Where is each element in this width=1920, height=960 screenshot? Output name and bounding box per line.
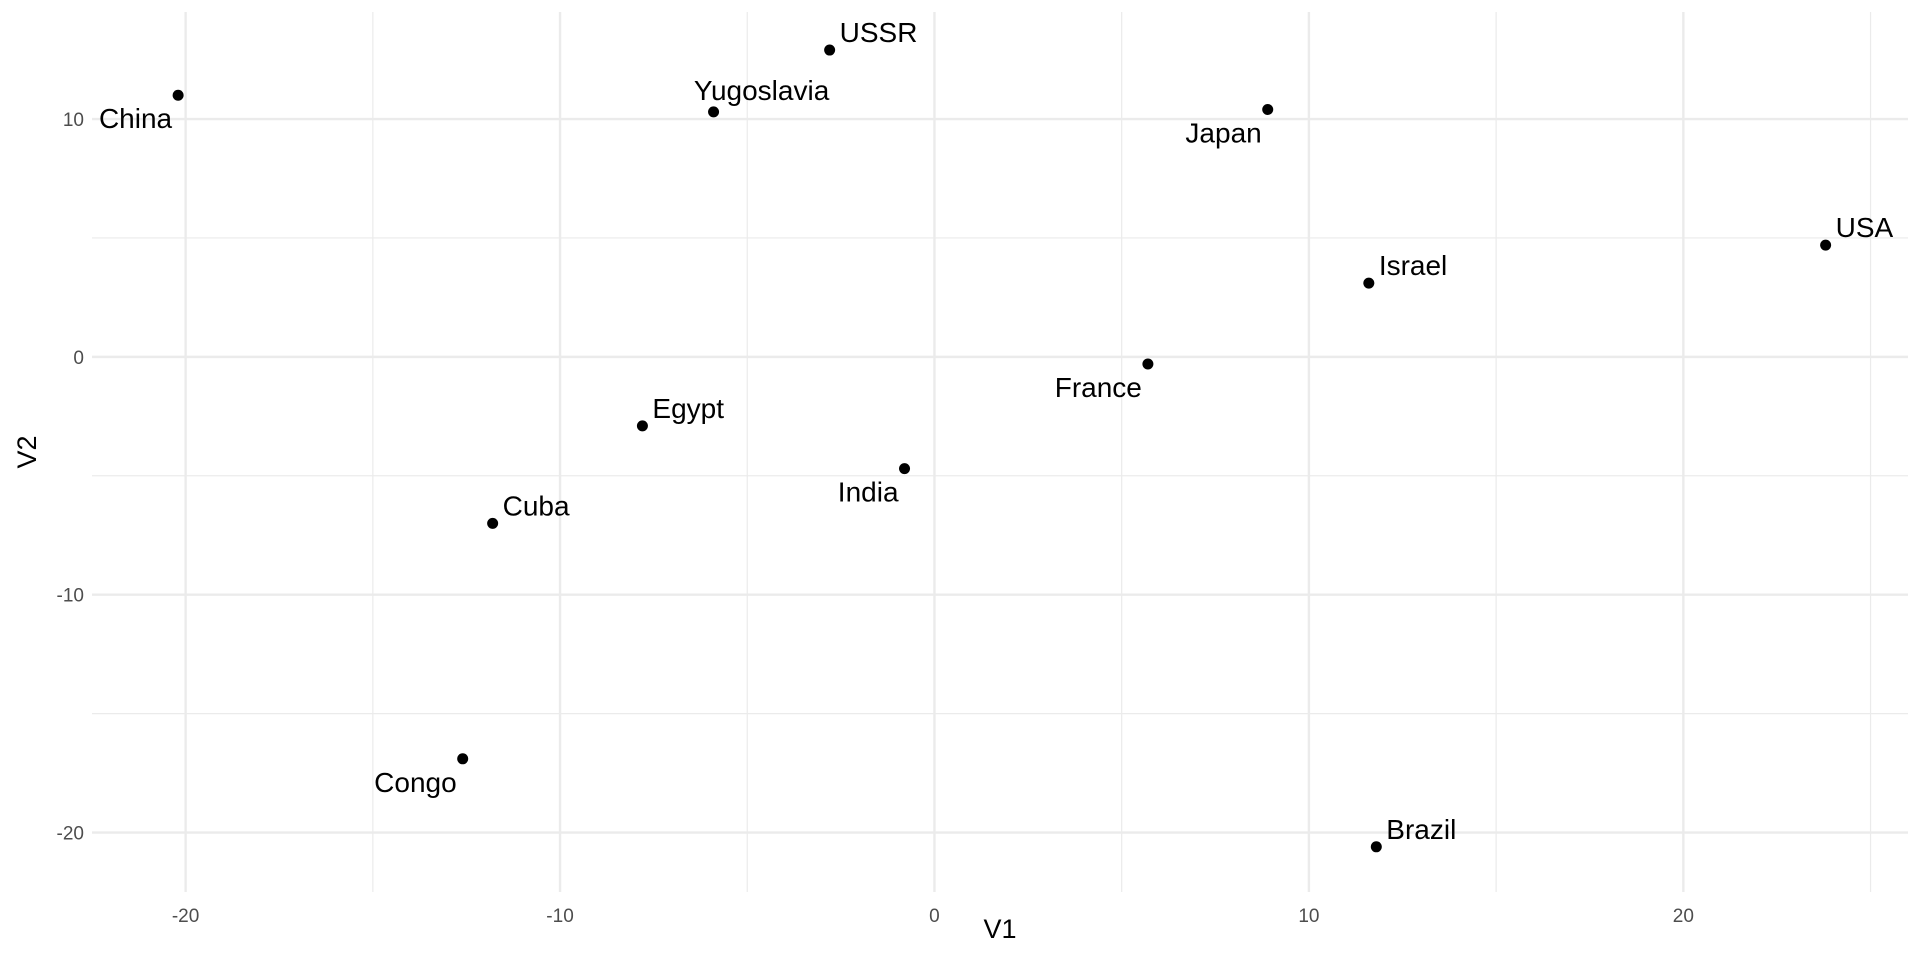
data-point xyxy=(1820,239,1832,251)
y-tick-label: -10 xyxy=(57,586,84,607)
minor-gridlines xyxy=(92,12,1908,892)
x-tick-label: -10 xyxy=(546,906,573,927)
data-point xyxy=(1370,841,1382,853)
point-label: Yugoslavia xyxy=(694,75,830,106)
data-point xyxy=(172,89,184,101)
point-label: Israel xyxy=(1379,250,1447,281)
data-point xyxy=(708,106,720,118)
y-tick-label: 10 xyxy=(63,110,84,131)
y-axis-title: V2 xyxy=(12,435,42,468)
data-point xyxy=(487,517,499,529)
y-tick-label: 0 xyxy=(73,348,84,369)
point-label: India xyxy=(838,477,899,508)
x-tick-label: 10 xyxy=(1298,906,1319,927)
data-point xyxy=(1262,104,1274,116)
x-tick-label: 20 xyxy=(1673,906,1694,927)
point-labels: China USSR Yugoslavia Japan USA Israel France E… xyxy=(99,17,1894,845)
data-point xyxy=(457,753,469,765)
point-label: USSR xyxy=(840,17,918,48)
data-point xyxy=(1363,277,1375,289)
point-label: Brazil xyxy=(1386,814,1456,845)
y-axis-tick-labels: -20 -10 0 10 xyxy=(57,110,84,845)
point-label: Egypt xyxy=(652,393,724,424)
x-axis-tick-labels: -20 -10 0 10 20 xyxy=(172,906,1694,927)
x-axis-title: V1 xyxy=(983,914,1016,944)
y-tick-label: -20 xyxy=(57,824,84,845)
point-label: China xyxy=(99,103,173,134)
point-label: Congo xyxy=(374,767,457,798)
x-tick-label: 0 xyxy=(929,906,940,927)
data-point xyxy=(824,44,836,56)
point-label: Cuba xyxy=(503,490,570,521)
x-tick-label: -20 xyxy=(172,906,199,927)
major-gridlines xyxy=(92,12,1908,892)
point-label: USA xyxy=(1836,212,1894,243)
data-point xyxy=(899,463,911,475)
point-label: France xyxy=(1055,372,1142,403)
data-point xyxy=(1142,358,1154,370)
data-point xyxy=(636,420,648,432)
data-points xyxy=(172,44,1832,853)
point-label: Japan xyxy=(1185,118,1261,149)
